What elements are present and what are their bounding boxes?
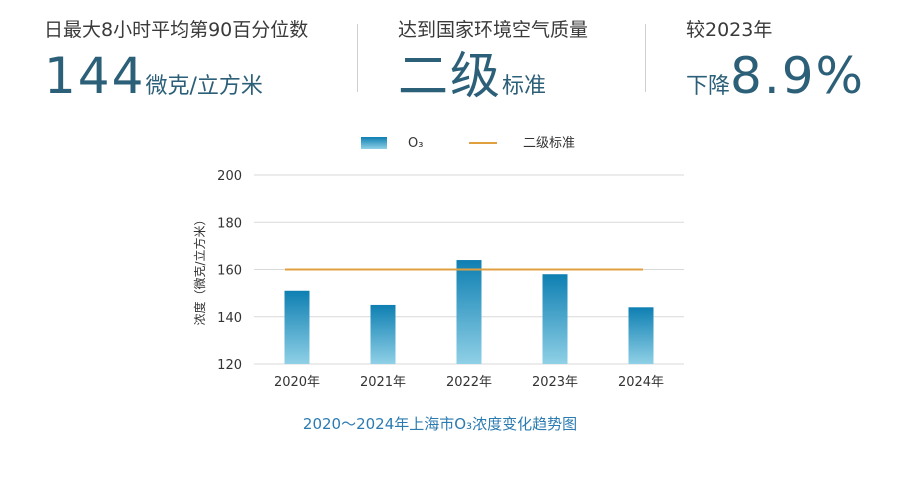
summary-stats: 日最大8小时平均第90百分位数 144微克/立方米 达到国家环境空气质量 二级标…: [0, 0, 900, 110]
x-tick-label: 2020年: [274, 375, 320, 390]
bar: [456, 260, 482, 364]
stat-label: 较2023年: [686, 19, 773, 41]
x-tick-label: 2021年: [360, 375, 406, 390]
x-tick-label: 2024年: [618, 375, 664, 390]
stat-value: 二级标准: [398, 46, 588, 118]
bar: [542, 274, 568, 364]
stat-value-unit: 微克/立方米: [145, 74, 263, 99]
stat-change: 较2023年 下降8.9%: [686, 18, 865, 118]
x-axis-ticks: 2020年 2021年 2022年 2023年 2024年: [274, 375, 664, 390]
divider: [357, 24, 358, 92]
y-tick-label: 180: [217, 216, 242, 231]
divider: [645, 24, 646, 92]
legend-series-label: O₃: [408, 136, 423, 151]
x-tick-label: 2023年: [532, 375, 578, 390]
chart-legend: O₃ 二级标准: [361, 136, 575, 151]
stat-label: 日最大8小时平均第90百分位数: [44, 19, 309, 41]
y-axis-label: 浓度（微克/立方米）: [192, 213, 207, 325]
x-tick-label: 2022年: [446, 375, 492, 390]
chart-title: 2020～2024年上海市O₃浓度变化趋势图: [303, 415, 577, 433]
bars: [284, 260, 654, 364]
y-tick-label: 160: [217, 264, 242, 279]
stat-value: 144微克/立方米: [44, 46, 308, 118]
y-tick-label: 120: [217, 358, 242, 373]
stat-value-prefix: 下降: [686, 74, 731, 99]
stat-percentile: 日最大8小时平均第90百分位数 144微克/立方米: [44, 18, 308, 118]
bar: [370, 304, 396, 364]
y-tick-label: 200: [217, 169, 242, 184]
stat-value: 下降8.9%: [686, 46, 865, 118]
y-tick-label: 140: [217, 311, 242, 326]
bar: [284, 290, 310, 364]
stat-standard: 达到国家环境空气质量 二级标准: [398, 18, 588, 118]
stat-value-number: 144: [44, 47, 146, 105]
stat-label: 达到国家环境空气质量: [398, 19, 589, 41]
stat-value-grade: 二级: [398, 47, 502, 105]
legend-bar-swatch: [361, 137, 387, 149]
y-axis-ticks: 120 140 160 180 200: [217, 169, 242, 373]
stat-value-percent: 8.9%: [730, 47, 866, 105]
stat-value-suffix: 标准: [502, 74, 547, 99]
legend-standard-label: 二级标准: [523, 136, 575, 151]
bar: [628, 307, 654, 364]
